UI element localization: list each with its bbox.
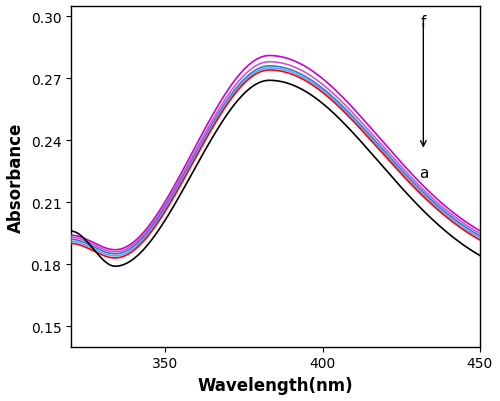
Text: a: a — [418, 166, 428, 180]
X-axis label: Wavelength(nm): Wavelength(nm) — [198, 376, 354, 394]
Text: f: f — [420, 15, 426, 30]
Y-axis label: Absorbance: Absorbance — [7, 122, 25, 232]
